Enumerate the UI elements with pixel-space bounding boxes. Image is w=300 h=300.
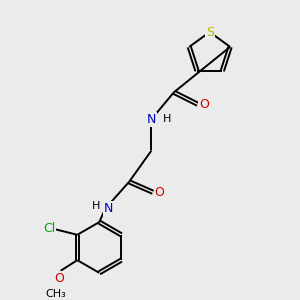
- Text: Cl: Cl: [43, 222, 56, 235]
- Text: CH₃: CH₃: [45, 289, 66, 298]
- Text: O: O: [200, 98, 209, 111]
- Text: S: S: [206, 26, 214, 38]
- Text: O: O: [55, 272, 64, 286]
- Text: H: H: [92, 201, 100, 211]
- Text: N: N: [147, 113, 156, 126]
- Text: O: O: [154, 186, 164, 199]
- Text: N: N: [103, 202, 113, 215]
- Text: H: H: [163, 114, 171, 124]
